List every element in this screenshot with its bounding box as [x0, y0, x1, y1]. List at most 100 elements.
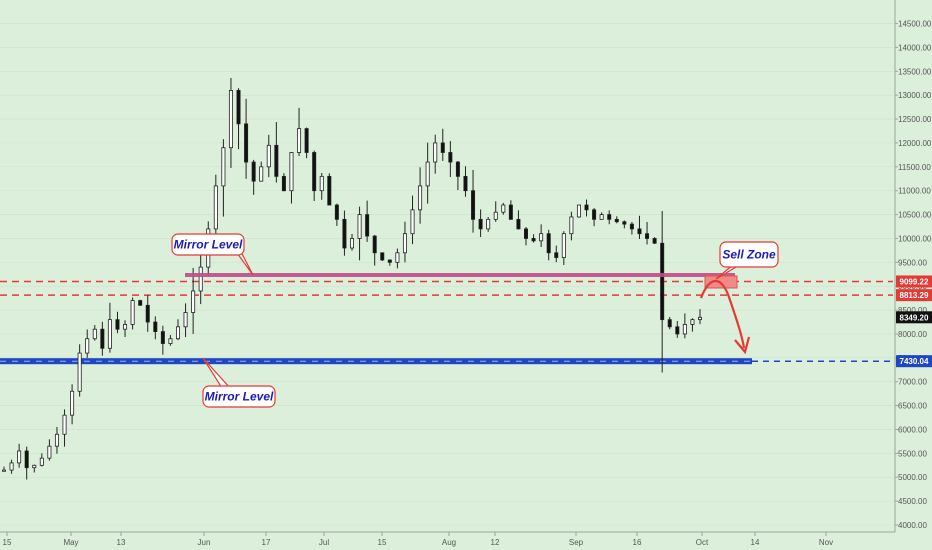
candle-body: [357, 214, 362, 239]
candle-body: [471, 190, 476, 220]
candle-body: [244, 123, 249, 163]
y-axis[interactable]: 4000.00 4500.00 5000.00 5500.00 6000.00 6500.…: [894, 0, 932, 532]
price-levels: [0, 280, 893, 365]
candle-body: [682, 324, 687, 335]
candle-body: [251, 161, 256, 182]
candle-body: [2, 469, 7, 472]
candle-body: [259, 166, 264, 182]
y-tick-label: 12500.00: [898, 115, 932, 124]
candle-body: [123, 324, 128, 330]
candle-body: [546, 233, 551, 254]
x-axis[interactable]: 15 May 13 Jun 17 Jul 15 Aug 12 Sep 16 Oct 14 Nov: [0, 531, 895, 547]
y-tick-label: 14000.00: [898, 43, 932, 52]
candle-body: [418, 185, 423, 211]
mirror-level-callout-top[interactable]: Mirror Level: [171, 233, 254, 276]
candle-body: [9, 462, 14, 471]
candle-body: [236, 90, 241, 125]
x-tick-label: 15: [378, 538, 387, 547]
level-price-tag-label: 8813.29: [900, 291, 929, 300]
projection-arrow-head: [734, 336, 751, 355]
candle-body: [77, 352, 82, 392]
projection-arrow-curve: [699, 279, 746, 349]
candle-body: [334, 204, 339, 220]
y-tick-label: 8500.00: [898, 306, 927, 315]
y-tick-label: 13000.00: [898, 91, 932, 100]
candle-body: [100, 328, 105, 349]
candle-body: [629, 223, 634, 230]
candle-body: [667, 319, 672, 328]
y-tick-label: 6500.00: [898, 402, 927, 411]
candle-body: [698, 316, 703, 321]
candle-body: [349, 238, 354, 249]
candle-body: [198, 266, 203, 292]
x-tick-label: Sep: [569, 538, 584, 547]
x-tick-label: 16: [633, 538, 642, 547]
candle-body: [501, 204, 506, 213]
candle-body: [274, 144, 279, 177]
y-tick-label: 5000.00: [898, 473, 927, 482]
candle-body: [508, 204, 513, 220]
candle-body: [130, 300, 135, 325]
x-tick-label: Jul: [319, 538, 329, 547]
candle-body: [455, 161, 460, 177]
candle-body: [387, 259, 392, 263]
candle-body: [516, 218, 521, 230]
mirror-resistance-band: [185, 273, 735, 277]
candle-body: [183, 312, 188, 328]
candle-body: [493, 211, 498, 220]
y-tick-label: 6000.00: [898, 425, 927, 434]
y-tick-label: 14500.00: [898, 20, 932, 29]
candle-body: [448, 152, 453, 163]
candle-body: [297, 128, 302, 153]
mirror-level-callout-bottom[interactable]: Mirror Level: [202, 357, 276, 408]
candle-body: [327, 175, 332, 206]
x-tick-label: 17: [262, 538, 271, 547]
y-tick-label: 10500.00: [898, 211, 932, 220]
candle-body: [614, 218, 619, 223]
candle-body: [191, 290, 196, 313]
candle-body: [342, 218, 347, 249]
candle-body: [675, 326, 680, 335]
candle-body: [660, 242, 665, 321]
candle-body: [319, 175, 324, 192]
candle-body: [554, 252, 559, 258]
candle-body: [395, 252, 400, 263]
candle-body: [652, 238, 657, 244]
candle-body: [410, 209, 415, 235]
x-tick-label: 15: [3, 538, 12, 547]
x-tick-label: Oct: [696, 538, 709, 547]
x-tick-label: 12: [491, 538, 500, 547]
candle-body: [304, 128, 309, 153]
candle-body: [32, 464, 37, 469]
candle-body: [289, 152, 294, 192]
candle-body: [138, 300, 143, 306]
candle-body: [85, 338, 90, 354]
x-tick-label: 13: [117, 538, 126, 547]
candle-body: [584, 204, 589, 211]
x-tick-label: May: [63, 538, 78, 547]
candle-body: [39, 457, 44, 466]
sell-zone-callout[interactable]: Sell Zone: [715, 241, 779, 280]
candle-body: [175, 326, 180, 340]
candle-body: [221, 147, 226, 187]
y-tick-label: 9500.00: [898, 258, 927, 267]
y-tick-label: 11000.00: [898, 187, 931, 196]
y-tick-label: 5500.00: [898, 449, 927, 458]
candle-body: [425, 161, 430, 187]
candle-body: [145, 304, 150, 323]
y-tick-label: 8000.00: [898, 330, 927, 339]
candle-body: [70, 390, 75, 416]
candle-body: [47, 445, 52, 459]
annotations: Mirror Level Mirror Level Sell Zone: [171, 233, 779, 408]
callout-label: Mirror Level: [205, 390, 274, 404]
candle-body: [524, 228, 529, 239]
x-tick-label: 14: [751, 538, 760, 547]
callout-label: Mirror Level: [174, 238, 243, 252]
y-tick-label: 4000.00: [898, 521, 927, 530]
candle-body: [62, 414, 67, 435]
candle-body: [607, 214, 612, 220]
candle-body: [54, 433, 59, 447]
last-price-tag-label: 8349.20: [900, 313, 929, 322]
candle-body: [160, 331, 165, 344]
